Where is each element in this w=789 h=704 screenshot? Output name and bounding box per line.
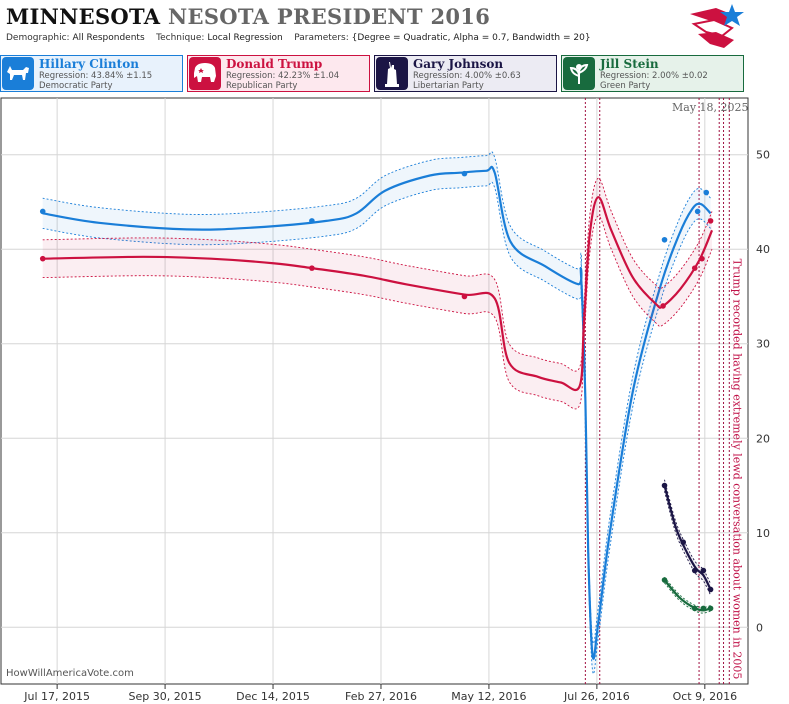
- candidate-card-trump[interactable]: Donald Trump Regression: 42.23% ±1.04 Re…: [187, 55, 370, 92]
- poll-point: [691, 567, 698, 574]
- y-tick-label: 10: [756, 527, 770, 540]
- chart-plot: 0 10 20 30 40 50 Jul 17, 2015 Sep 30, 2015 Dec 1…: [0, 97, 770, 703]
- candidate-card-johnson[interactable]: Gary Johnson Regression: 4.00% ±0.63 Lib…: [374, 55, 557, 92]
- poll-point: [39, 255, 46, 262]
- candidate-name: Gary Johnson: [413, 57, 504, 71]
- confidence-band: [42, 178, 712, 409]
- poll-point: [309, 265, 315, 271]
- y-tick-label: 20: [756, 432, 770, 445]
- candidate-card-clinton[interactable]: Hillary Clinton Regression: 43.84% ±1.15…: [0, 55, 183, 92]
- candidate-party: Green Party: [600, 81, 651, 91]
- candidate-name: Hillary Clinton: [39, 57, 139, 71]
- x-tick-label: Jul 26, 2016: [563, 690, 630, 703]
- candidate-regression: Regression: 2.00% ±0.02: [600, 71, 708, 81]
- candidate-regression: Regression: 43.84% ±1.15: [39, 71, 153, 81]
- poll-point: [700, 567, 707, 574]
- demographic-value: All Respondents: [72, 33, 145, 43]
- poll-point: [661, 577, 668, 583]
- plot-frame: [0, 97, 749, 685]
- poll-point: [707, 586, 714, 593]
- parameters-value: {Degree = Quadratic, Alpha = 0.7, Bandwi…: [351, 33, 591, 43]
- candidate-party: Democratic Party: [39, 81, 113, 91]
- chart-header: MINNESOTA NESOTA PRESIDENT 2016 Demograp…: [0, 0, 789, 96]
- poll-point: [309, 218, 315, 224]
- poll-point: [461, 293, 468, 300]
- poll-point: [703, 189, 710, 196]
- x-tick-label: Dec 14, 2015: [236, 690, 310, 703]
- series-jill-stein: [661, 576, 714, 614]
- poll-point: [700, 605, 707, 612]
- confidence-lower: [664, 582, 711, 614]
- chart-date-label: May 18, 2025: [672, 101, 749, 114]
- regression-line: [42, 196, 714, 392]
- demographic-label: Demographic:: [6, 33, 70, 43]
- poll-point: [707, 605, 714, 612]
- poll-point: [694, 208, 701, 215]
- regression-line: [42, 165, 712, 660]
- poll-point: [707, 218, 714, 224]
- x-tick-label: Oct 9, 2016: [673, 690, 738, 703]
- candidate-party: Republican Party: [226, 81, 298, 91]
- parameters-label: Parameters:: [294, 33, 349, 43]
- series-gary-johnson: [661, 479, 714, 596]
- x-tick-label: Jul 17, 2015: [23, 690, 90, 703]
- technique-label: Technique:: [156, 33, 205, 43]
- poll-point: [699, 255, 705, 262]
- candidate-card-stein[interactable]: Jill Stein Regression: 2.00% ±0.02 Green…: [561, 55, 744, 92]
- poll-point: [680, 539, 687, 546]
- plant-icon: [563, 57, 595, 90]
- series-hillary-clinton: [39, 151, 712, 675]
- y-tick-label: 40: [756, 243, 770, 256]
- title-state: MINNESOTA: [6, 4, 161, 29]
- donkey-icon: [2, 57, 34, 90]
- candidate-name: Jill Stein: [600, 57, 659, 71]
- regression-line: [663, 485, 712, 590]
- x-tick-label: May 12, 2016: [451, 690, 526, 703]
- poll-point: [461, 170, 468, 177]
- statue-of-liberty-icon: [376, 57, 408, 90]
- parameters-line: Demographic: All Respondents Technique: …: [6, 33, 591, 43]
- poll-point: [661, 236, 668, 243]
- poll-point: [660, 303, 666, 309]
- confidence-upper: [42, 151, 711, 644]
- poll-point: [39, 208, 46, 215]
- poll-point: [661, 482, 668, 489]
- candidate-regression: Regression: 4.00% ±0.63: [413, 71, 521, 81]
- technique-value: Local Regression: [207, 33, 283, 43]
- page-title: MINNESOTA NESOTA PRESIDENT 2016: [6, 4, 490, 29]
- poll-point: [691, 265, 698, 271]
- poll-point: [691, 605, 698, 612]
- candidate-party: Libertarian Party: [413, 81, 484, 91]
- y-tick-label: 0: [756, 621, 763, 634]
- y-tick-label: 30: [756, 338, 770, 351]
- site-logo-icon: [690, 4, 744, 48]
- elephant-icon: [189, 57, 221, 90]
- watermark: HowWillAmericaVote.com: [6, 668, 134, 679]
- event-annotation: Trump recorded having extremely lewd con…: [731, 259, 744, 680]
- x-tick-label: Feb 27, 2016: [345, 690, 417, 703]
- series-donald-trump: [39, 177, 714, 410]
- y-tick-label: 50: [756, 149, 770, 162]
- candidate-regression: Regression: 42.23% ±1.04: [226, 71, 340, 81]
- x-tick-label: Sep 30, 2015: [128, 690, 201, 703]
- candidate-name: Donald Trump: [226, 57, 323, 71]
- confidence-lower: [664, 491, 712, 596]
- title-race: NESOTA PRESIDENT 2016: [168, 4, 491, 29]
